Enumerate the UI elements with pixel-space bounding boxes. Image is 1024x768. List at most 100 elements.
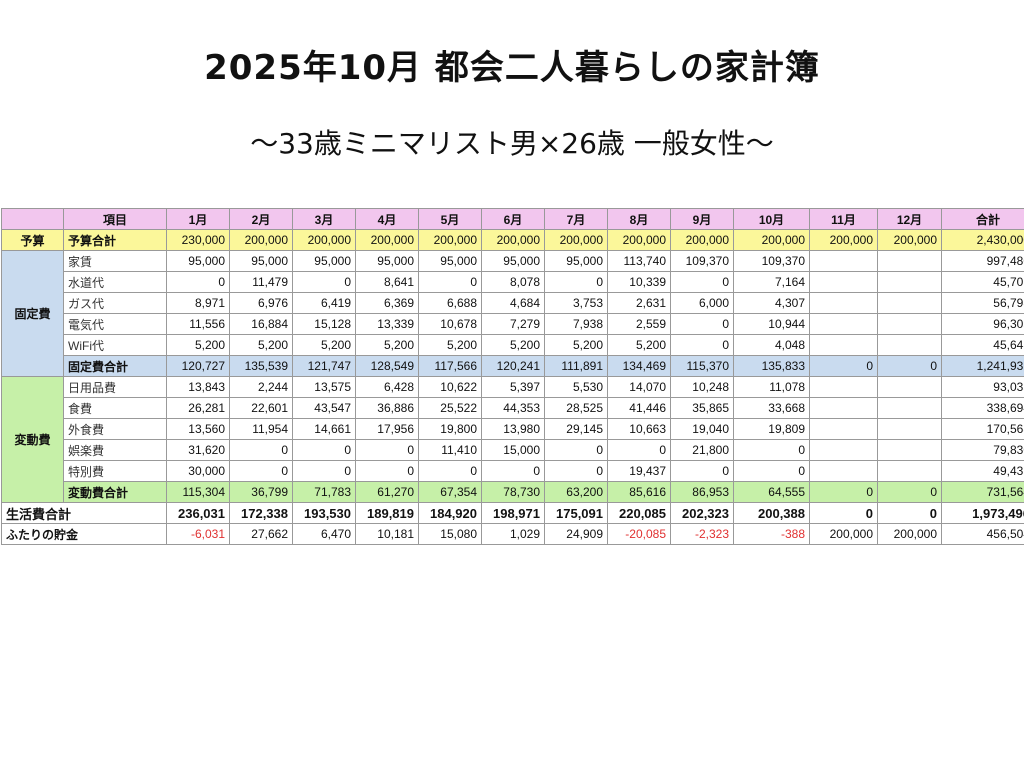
value-cell: 731,564	[941, 481, 1024, 503]
value-cell: 49,437	[941, 460, 1024, 482]
row-label: WiFi代	[63, 334, 167, 356]
row-label: 変動費合計	[63, 481, 167, 503]
value-cell: -6,031	[166, 523, 230, 545]
value-cell: 6,470	[292, 523, 356, 545]
value-cell: 13,560	[166, 418, 230, 440]
value-cell	[877, 271, 942, 293]
table-row: 食費 26,281 22,601 43,547 36,886 25,522 44,353 28…	[2, 397, 1024, 419]
value-cell: 36,799	[229, 481, 293, 503]
value-cell: 230,000	[166, 229, 230, 251]
value-cell: 0	[229, 460, 293, 482]
category-label: 予算	[1, 229, 64, 251]
value-cell: 135,539	[229, 355, 293, 377]
table-row: 固定費 家賃 95,000 95,000 95,000 95,000 95,000 95,00…	[1, 250, 1024, 377]
value-cell: 200,000	[418, 229, 482, 251]
row-label: 特別費	[63, 460, 167, 482]
value-cell: 200,000	[877, 229, 942, 251]
category-label: 固定費	[1, 250, 64, 377]
value-cell: 11,954	[229, 418, 293, 440]
value-cell: 45,701	[941, 271, 1024, 293]
value-cell: 85,616	[607, 481, 671, 503]
value-cell: 997,480	[941, 250, 1024, 272]
value-cell: 200,000	[292, 229, 356, 251]
value-cell: 5,200	[355, 334, 419, 356]
value-cell: 6,419	[292, 292, 356, 314]
value-cell: 15,128	[292, 313, 356, 335]
value-cell: 120,241	[481, 355, 545, 377]
column-header: 7月	[544, 208, 608, 230]
value-cell	[809, 250, 878, 272]
value-cell: 0	[166, 271, 230, 293]
value-cell: 95,000	[481, 250, 545, 272]
value-cell: 6,976	[229, 292, 293, 314]
row-label: ガス代	[63, 292, 167, 314]
value-cell: -2,323	[670, 523, 734, 545]
row-label: 固定費合計	[63, 355, 167, 377]
value-cell: 200,000	[607, 229, 671, 251]
value-cell: 1,029	[481, 523, 545, 545]
value-cell: 27,662	[229, 523, 293, 545]
row-label: 食費	[63, 397, 167, 419]
value-cell: 21,800	[670, 439, 734, 461]
value-cell: 2,244	[229, 376, 293, 398]
column-header: 1月	[166, 208, 230, 230]
value-cell: 7,938	[544, 313, 608, 335]
value-cell: 11,556	[166, 313, 230, 335]
value-cell: 0	[670, 334, 734, 356]
value-cell: 202,323	[670, 502, 734, 524]
column-header: 合計	[941, 208, 1024, 230]
table-row: 変動費 日用品費 13,843 2,244 13,575 6,428 10,622 5,397…	[1, 376, 1024, 503]
category-label: 変動費	[1, 376, 64, 503]
value-cell: 35,865	[670, 397, 734, 419]
value-cell: 10,248	[670, 376, 734, 398]
value-cell	[877, 460, 942, 482]
value-cell: 93,035	[941, 376, 1024, 398]
value-cell: 6,369	[355, 292, 419, 314]
value-cell: 0	[670, 460, 734, 482]
row-label: 外食費	[63, 418, 167, 440]
value-cell: 117,566	[418, 355, 482, 377]
value-cell: 11,078	[733, 376, 810, 398]
row-label: 水道代	[63, 271, 167, 293]
value-cell: 2,430,000	[941, 229, 1024, 251]
value-cell: 111,891	[544, 355, 608, 377]
value-cell: 43,547	[292, 397, 356, 419]
value-cell: 115,370	[670, 355, 734, 377]
value-cell	[877, 313, 942, 335]
value-cell: 0	[544, 460, 608, 482]
value-cell: 170,568	[941, 418, 1024, 440]
value-cell: 172,338	[229, 502, 293, 524]
value-cell: 5,200	[292, 334, 356, 356]
value-cell: 200,000	[809, 229, 878, 251]
value-cell: 96,305	[941, 313, 1024, 335]
value-cell: 6,688	[418, 292, 482, 314]
value-cell: 5,200	[166, 334, 230, 356]
value-cell: 200,000	[355, 229, 419, 251]
value-cell: 0	[670, 313, 734, 335]
value-cell: 113,740	[607, 250, 671, 272]
value-cell: 200,000	[877, 523, 942, 545]
value-cell: 11,479	[229, 271, 293, 293]
row-label: 電気代	[63, 313, 167, 335]
table-row: 外食費 13,560 11,954 14,661 17,956 19,800 13,980 2…	[2, 418, 1024, 440]
value-cell	[877, 250, 942, 272]
budget-total-row: 予算 予算合計 230,000 200,000 200,000 200,000 200,00…	[1, 229, 1024, 251]
value-cell: 24,909	[544, 523, 608, 545]
value-cell: 95,000	[229, 250, 293, 272]
row-label: 娯楽費	[63, 439, 167, 461]
value-cell: 175,091	[544, 502, 608, 524]
value-cell: 0	[481, 460, 545, 482]
value-cell: 0	[292, 439, 356, 461]
value-cell: 1,973,496	[941, 502, 1024, 524]
row-label: ふたりの貯金	[1, 523, 167, 545]
value-cell: 45,648	[941, 334, 1024, 356]
value-cell: 456,504	[941, 523, 1024, 545]
column-header: 5月	[418, 208, 482, 230]
value-cell: 4,048	[733, 334, 810, 356]
value-cell: 10,663	[607, 418, 671, 440]
value-cell: 4,307	[733, 292, 810, 314]
value-cell: 109,370	[670, 250, 734, 272]
column-header: 2月	[229, 208, 293, 230]
value-cell: 22,601	[229, 397, 293, 419]
